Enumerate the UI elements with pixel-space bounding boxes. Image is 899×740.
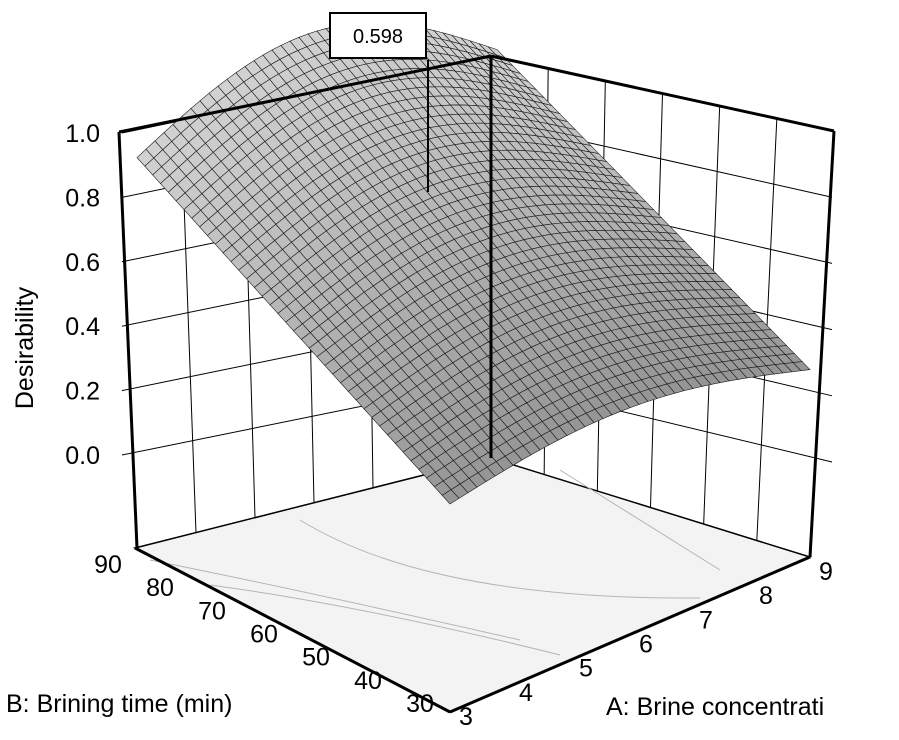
floor-plane: [132, 457, 813, 713]
y-tick-label: 70: [198, 597, 226, 625]
z-axis-ticks: 0.0 0.2 0.4 0.6 0.8 1.0: [65, 120, 100, 470]
y-axis-title: B: Brining time (min): [6, 690, 232, 718]
x-tick-label: 7: [699, 606, 713, 634]
z-axis-title: Desirability: [11, 286, 39, 409]
x-axis-ticks: 3 4 5 6 7 8 9: [459, 558, 833, 731]
z-tick-label: 0.4: [65, 313, 100, 341]
annotation-label: 0.598: [353, 26, 403, 48]
box-frame: [117, 54, 836, 714]
x-tick-label: 4: [519, 679, 533, 707]
desirability-surface: [136, 22, 811, 505]
surface-patch: [792, 361, 811, 371]
annotation-box: [329, 12, 427, 59]
y-tick-label: 90: [94, 551, 122, 579]
floor-contours: [149, 469, 721, 656]
z-tick-label: 0.0: [65, 442, 100, 470]
y-axis-ticks: 30 40 50 60 70 80 90: [94, 551, 434, 718]
y-tick-label: 50: [302, 644, 330, 672]
y-tick-label: 80: [146, 574, 174, 602]
x-axis-title: A: Brine concentrati: [606, 693, 824, 721]
x-tick-label: 6: [639, 631, 653, 659]
x-tick-label: 3: [459, 703, 473, 731]
z-tick-label: 0.6: [65, 249, 100, 277]
y-tick-label: 40: [354, 667, 382, 695]
x-tick-label: 8: [759, 582, 773, 610]
y-tick-label: 30: [406, 690, 434, 718]
x-tick-label: 9: [819, 558, 833, 586]
y-tick-label: 60: [250, 621, 278, 649]
z-tick-label: 0.2: [65, 378, 100, 406]
z-tick-label: 1.0: [65, 120, 100, 148]
z-tick-label: 0.8: [65, 184, 100, 212]
x-tick-label: 5: [579, 655, 593, 683]
